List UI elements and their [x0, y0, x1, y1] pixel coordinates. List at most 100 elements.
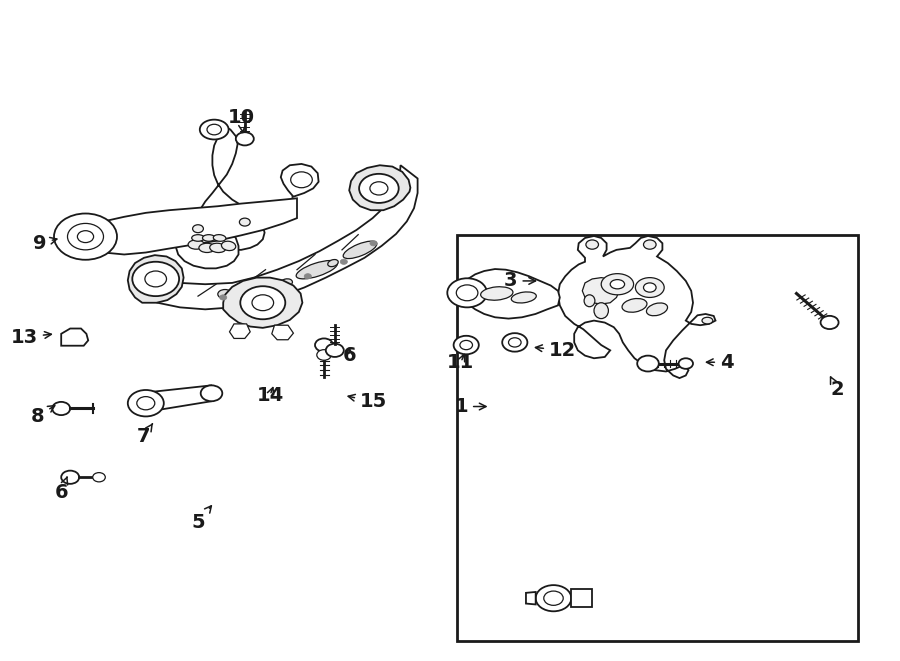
Text: 3: 3 — [504, 272, 536, 290]
Text: 7: 7 — [137, 424, 152, 446]
Ellipse shape — [52, 402, 70, 415]
Ellipse shape — [601, 274, 634, 295]
Ellipse shape — [77, 231, 94, 243]
Ellipse shape — [252, 295, 274, 311]
Ellipse shape — [239, 218, 250, 226]
Text: 4: 4 — [706, 353, 733, 371]
Polygon shape — [128, 255, 184, 303]
Ellipse shape — [61, 471, 79, 484]
Ellipse shape — [317, 350, 331, 360]
Polygon shape — [88, 198, 297, 254]
Polygon shape — [176, 222, 238, 268]
Polygon shape — [223, 278, 302, 328]
Ellipse shape — [68, 223, 104, 250]
Polygon shape — [572, 590, 591, 607]
Polygon shape — [558, 236, 716, 378]
Ellipse shape — [644, 240, 656, 249]
Polygon shape — [158, 165, 418, 309]
Ellipse shape — [502, 333, 527, 352]
Ellipse shape — [370, 182, 388, 195]
Ellipse shape — [137, 397, 155, 410]
Ellipse shape — [210, 243, 226, 253]
Text: 13: 13 — [11, 328, 51, 346]
Ellipse shape — [207, 124, 221, 135]
Ellipse shape — [304, 274, 311, 279]
Ellipse shape — [315, 338, 333, 352]
Ellipse shape — [265, 287, 272, 292]
Ellipse shape — [193, 225, 203, 233]
Ellipse shape — [296, 260, 338, 279]
Ellipse shape — [280, 279, 292, 287]
Text: 11: 11 — [447, 353, 474, 371]
Ellipse shape — [447, 278, 487, 307]
Ellipse shape — [454, 336, 479, 354]
Polygon shape — [349, 165, 410, 210]
Ellipse shape — [199, 243, 215, 253]
Ellipse shape — [481, 287, 513, 300]
Ellipse shape — [202, 235, 215, 241]
Ellipse shape — [128, 390, 164, 416]
Polygon shape — [281, 164, 319, 197]
Ellipse shape — [637, 356, 659, 371]
Ellipse shape — [460, 340, 473, 350]
Polygon shape — [582, 278, 619, 304]
Ellipse shape — [511, 292, 536, 303]
Ellipse shape — [340, 259, 347, 264]
Text: 6: 6 — [342, 346, 356, 365]
Ellipse shape — [644, 283, 656, 292]
Ellipse shape — [240, 286, 285, 319]
Ellipse shape — [594, 303, 608, 319]
Ellipse shape — [200, 120, 229, 139]
Ellipse shape — [679, 358, 693, 369]
Ellipse shape — [221, 241, 236, 251]
Ellipse shape — [201, 385, 222, 401]
Ellipse shape — [456, 285, 478, 301]
Polygon shape — [61, 329, 88, 346]
Ellipse shape — [291, 172, 312, 188]
Ellipse shape — [328, 260, 338, 266]
Ellipse shape — [544, 591, 563, 605]
Ellipse shape — [586, 240, 598, 249]
Text: 9: 9 — [33, 234, 57, 253]
Ellipse shape — [610, 280, 625, 289]
Text: 10: 10 — [228, 108, 255, 133]
Text: 6: 6 — [54, 477, 68, 502]
Text: 12: 12 — [536, 341, 576, 360]
Polygon shape — [462, 269, 560, 319]
Polygon shape — [526, 592, 536, 604]
Ellipse shape — [232, 283, 281, 301]
Ellipse shape — [370, 241, 377, 246]
Ellipse shape — [646, 303, 668, 316]
Polygon shape — [196, 124, 265, 250]
Polygon shape — [272, 325, 293, 340]
Ellipse shape — [213, 235, 226, 241]
Ellipse shape — [236, 132, 254, 145]
Text: 14: 14 — [256, 386, 284, 405]
Text: 15: 15 — [348, 393, 387, 411]
Ellipse shape — [359, 174, 399, 203]
Text: 1: 1 — [454, 397, 486, 416]
Ellipse shape — [821, 316, 839, 329]
Ellipse shape — [220, 295, 227, 300]
Ellipse shape — [145, 271, 166, 287]
Ellipse shape — [702, 317, 713, 324]
Ellipse shape — [192, 235, 204, 241]
Ellipse shape — [635, 278, 664, 297]
Ellipse shape — [508, 338, 521, 347]
Ellipse shape — [93, 473, 105, 482]
Ellipse shape — [536, 585, 572, 611]
Polygon shape — [230, 324, 250, 338]
Ellipse shape — [218, 290, 232, 299]
Ellipse shape — [584, 295, 595, 307]
Text: 2: 2 — [830, 377, 844, 399]
Ellipse shape — [326, 344, 344, 357]
Ellipse shape — [622, 299, 647, 312]
Text: 8: 8 — [31, 406, 55, 426]
Polygon shape — [130, 385, 220, 413]
Ellipse shape — [188, 240, 204, 249]
Ellipse shape — [54, 214, 117, 260]
Ellipse shape — [132, 262, 179, 296]
Text: 5: 5 — [191, 506, 211, 531]
Ellipse shape — [343, 241, 377, 258]
Bar — [457, 235, 858, 641]
